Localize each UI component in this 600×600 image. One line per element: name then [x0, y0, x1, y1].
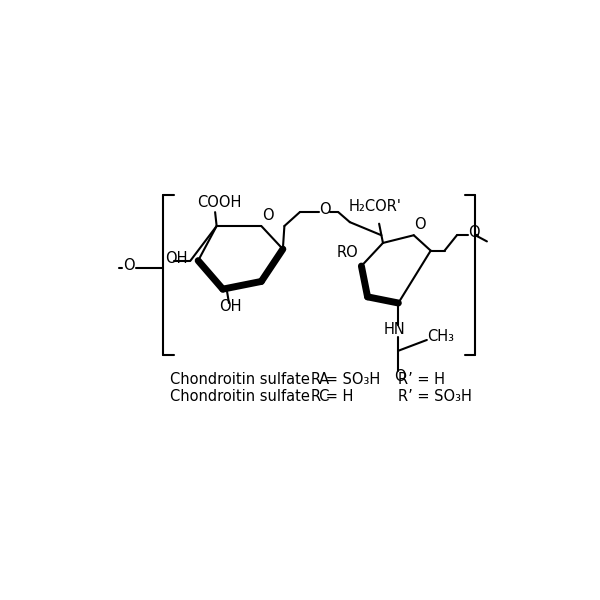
Text: OH: OH: [166, 251, 188, 266]
Text: O: O: [123, 258, 134, 273]
Text: O: O: [468, 224, 479, 239]
Text: OH: OH: [219, 299, 242, 314]
Text: COOH: COOH: [197, 196, 241, 211]
Text: O: O: [319, 202, 330, 217]
Text: O: O: [262, 208, 273, 223]
Text: R = SO₃H: R = SO₃H: [311, 373, 380, 388]
Text: HN: HN: [383, 322, 406, 337]
Text: H₂COR': H₂COR': [349, 199, 401, 214]
Text: O: O: [394, 370, 406, 385]
Text: CH₃: CH₃: [427, 329, 454, 344]
Text: R’ = SO₃H: R’ = SO₃H: [398, 389, 472, 404]
Text: R’ = H: R’ = H: [398, 373, 445, 388]
Text: R = H: R = H: [311, 389, 354, 404]
Text: Chondroitin sulfate  C: Chondroitin sulfate C: [170, 389, 330, 404]
Text: RO: RO: [337, 245, 358, 260]
Text: O: O: [414, 217, 426, 232]
Text: Chondroitin sulfate  A: Chondroitin sulfate A: [170, 373, 329, 388]
